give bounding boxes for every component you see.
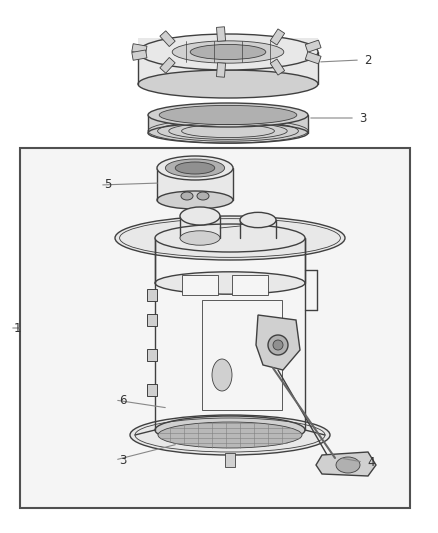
Polygon shape: [138, 38, 318, 84]
Polygon shape: [160, 58, 175, 73]
Bar: [225, 453, 235, 467]
Bar: [147, 384, 157, 396]
Polygon shape: [155, 238, 305, 430]
Ellipse shape: [172, 41, 284, 63]
Ellipse shape: [159, 106, 297, 125]
Ellipse shape: [158, 422, 302, 448]
Ellipse shape: [138, 34, 318, 70]
Ellipse shape: [138, 70, 318, 98]
Ellipse shape: [155, 272, 305, 294]
Bar: [147, 314, 157, 326]
Polygon shape: [305, 40, 321, 52]
Bar: [20, 148, 410, 508]
Ellipse shape: [157, 191, 233, 209]
Polygon shape: [180, 216, 220, 238]
Bar: [147, 289, 157, 301]
Text: 3: 3: [119, 454, 127, 466]
Ellipse shape: [155, 224, 305, 252]
Ellipse shape: [148, 103, 308, 127]
Ellipse shape: [148, 123, 308, 143]
Ellipse shape: [157, 156, 233, 180]
Polygon shape: [216, 27, 226, 42]
Ellipse shape: [130, 415, 330, 455]
Text: 5: 5: [104, 179, 111, 191]
Text: 6: 6: [119, 393, 127, 407]
Bar: [182, 275, 218, 295]
Ellipse shape: [190, 44, 266, 60]
Text: 3: 3: [359, 111, 366, 125]
Ellipse shape: [115, 216, 345, 260]
Ellipse shape: [240, 212, 276, 228]
Polygon shape: [270, 29, 285, 45]
Polygon shape: [132, 44, 147, 54]
Polygon shape: [316, 452, 376, 476]
Ellipse shape: [155, 416, 305, 444]
Polygon shape: [160, 31, 175, 46]
Ellipse shape: [273, 340, 283, 350]
Polygon shape: [305, 52, 321, 64]
Bar: [147, 349, 157, 361]
Ellipse shape: [181, 192, 193, 200]
Ellipse shape: [180, 207, 220, 225]
Polygon shape: [216, 63, 226, 77]
Ellipse shape: [175, 162, 215, 174]
Ellipse shape: [166, 159, 225, 177]
Ellipse shape: [212, 359, 232, 391]
Polygon shape: [256, 315, 300, 370]
Ellipse shape: [336, 457, 360, 473]
Polygon shape: [148, 115, 308, 133]
Polygon shape: [240, 220, 276, 238]
Ellipse shape: [197, 192, 209, 200]
Text: 4: 4: [367, 456, 374, 469]
Text: 1: 1: [14, 321, 21, 335]
Text: 2: 2: [364, 53, 371, 67]
Bar: [232, 275, 268, 295]
Polygon shape: [270, 59, 285, 75]
Ellipse shape: [180, 231, 220, 245]
Ellipse shape: [268, 335, 288, 355]
Polygon shape: [132, 50, 147, 60]
Polygon shape: [157, 168, 233, 200]
Bar: [202, 300, 282, 410]
